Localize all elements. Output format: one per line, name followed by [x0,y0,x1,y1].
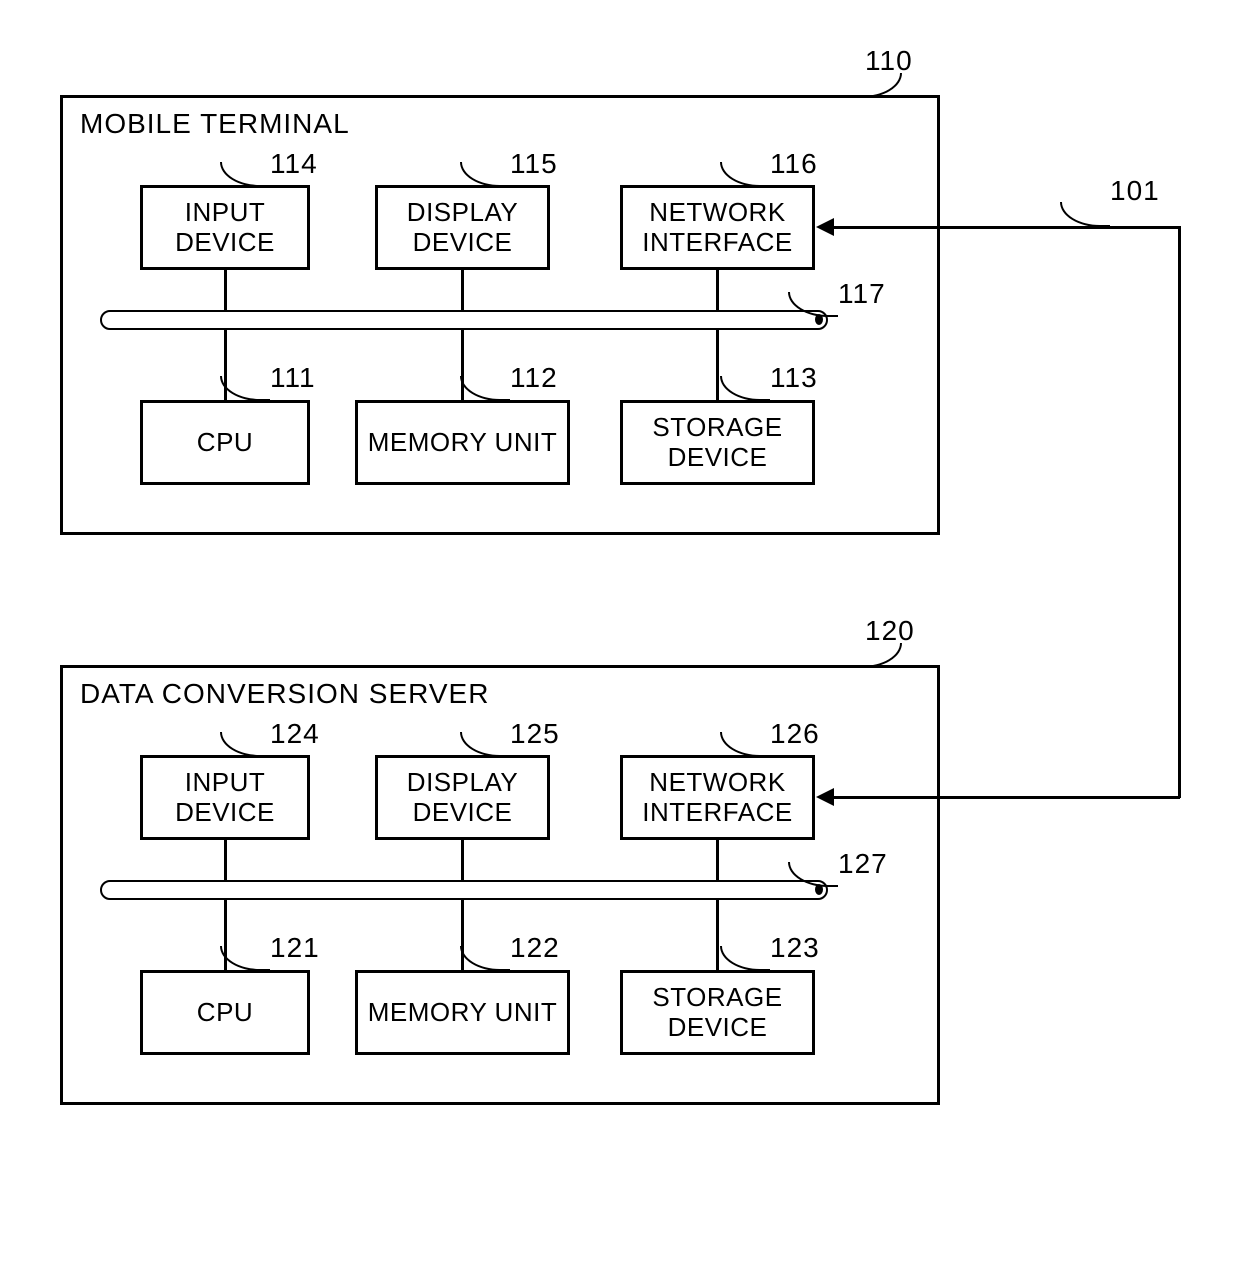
block-label: MEMORY UNIT [368,998,557,1028]
mobile-input-ref: 114 [270,148,318,180]
server-network-interface: NETWORKINTERFACE [620,755,815,840]
connection-line [833,226,1180,229]
server-network-ref: 126 [770,718,820,750]
block-label: STORAGEDEVICE [652,983,782,1043]
mobile-memory-unit: MEMORY UNIT [355,400,570,485]
connector [224,840,227,880]
connection-arrow-mobile [816,218,834,236]
mobile-bus [100,310,828,330]
mobile-input-device: INPUTDEVICE [140,185,310,270]
connector [716,840,719,880]
server-bus-ref: 127 [838,848,888,880]
server-memory-unit: MEMORY UNIT [355,970,570,1055]
server-storage-ref: 123 [770,932,820,964]
connector [461,330,464,400]
mobile-cpu: CPU [140,400,310,485]
server-display-ref: 125 [510,718,560,750]
block-label: DISPLAYDEVICE [407,198,518,258]
block-label: MEMORY UNIT [368,428,557,458]
server-display-device: DISPLAYDEVICE [375,755,550,840]
mobile-storage-device: STORAGEDEVICE [620,400,815,485]
connector [224,900,227,970]
mobile-display-ref: 115 [510,148,558,180]
server-input-device: INPUTDEVICE [140,755,310,840]
block-label: INPUTDEVICE [175,768,275,828]
connector [224,270,227,310]
server-title: DATA CONVERSION SERVER [80,678,489,710]
server-input-ref: 124 [270,718,320,750]
connector [461,270,464,310]
connector [224,330,227,400]
block-label: CPU [197,998,253,1028]
block-label: NETWORKINTERFACE [642,768,792,828]
block-label: INPUTDEVICE [175,198,275,258]
mobile-terminal-title: MOBILE TERMINAL [80,108,350,140]
mobile-cpu-ref: 111 [270,362,316,394]
connector [461,840,464,880]
block-label: DISPLAYDEVICE [407,768,518,828]
connection-ref-leader [1060,202,1110,227]
connector [716,270,719,310]
diagram-canvas: MOBILE TERMINAL 110 INPUTDEVICE 114 DISP… [0,0,1240,1287]
server-storage-device: STORAGEDEVICE [620,970,815,1055]
block-label: NETWORKINTERFACE [642,198,792,258]
mobile-bus-ref: 117 [838,278,886,310]
mobile-network-interface: NETWORKINTERFACE [620,185,815,270]
connection-arrow-server [816,788,834,806]
connection-ref: 101 [1110,175,1160,207]
connection-line [833,796,1180,799]
connector [461,900,464,970]
block-label: CPU [197,428,253,458]
block-label: STORAGEDEVICE [652,413,782,473]
connection-line [1178,226,1181,798]
mobile-memory-ref: 112 [510,362,558,394]
server-bus [100,880,828,900]
mobile-display-device: DISPLAYDEVICE [375,185,550,270]
connector [716,900,719,970]
server-cpu-ref: 121 [270,932,320,964]
mobile-storage-ref: 113 [770,362,818,394]
server-cpu: CPU [140,970,310,1055]
server-memory-ref: 122 [510,932,560,964]
connector [716,330,719,400]
mobile-network-ref: 116 [770,148,818,180]
